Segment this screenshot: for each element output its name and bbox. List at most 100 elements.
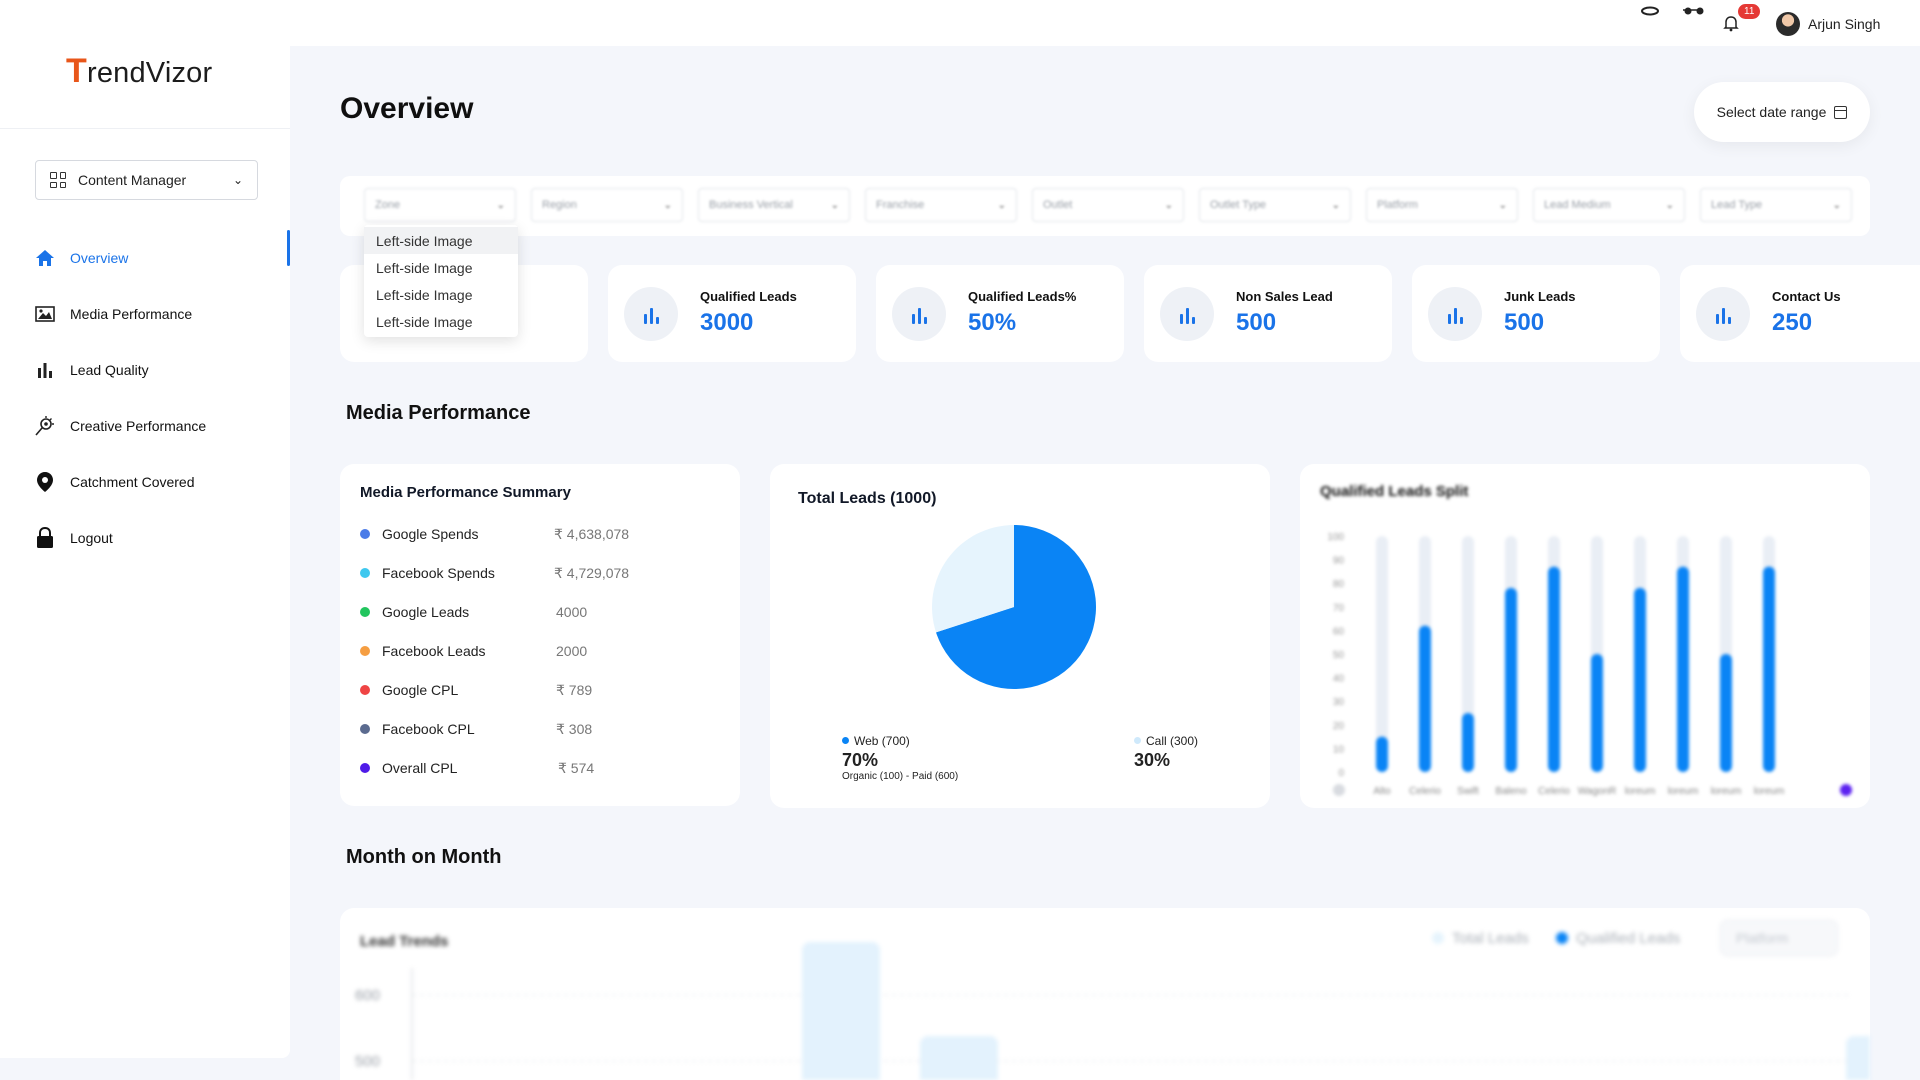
bar[interactable] <box>802 942 880 1080</box>
dropdown-option[interactable]: Left-side Image <box>364 227 518 254</box>
brand-logo[interactable]: TrendVizor <box>66 52 213 90</box>
section-title-month-on-month: Month on Month <box>346 846 502 868</box>
y-tick-label: 50 <box>1333 650 1345 661</box>
content-manager-label: Content Manager <box>78 172 187 188</box>
filter-outlet-type[interactable]: Outlet Type ⌄ <box>1199 188 1351 222</box>
filter-business-vertical[interactable]: Business Vertical ⌄ <box>698 188 850 222</box>
sidebar-nav: Overview Media Performance Lead Quality … <box>0 230 290 566</box>
bar-chart-icon <box>892 287 946 341</box>
sidebar-item-logout[interactable]: Logout <box>0 510 290 566</box>
pie-chart <box>932 525 1096 689</box>
card-title: Media Performance Summary <box>360 484 571 501</box>
legend-web-sub: Organic (100) - Paid (600) <box>842 771 959 782</box>
chevron-down-icon: ⌄ <box>997 199 1006 211</box>
summary-row: Facebook Leads 2000 <box>360 641 720 661</box>
filter-franchise[interactable]: Franchise ⌄ <box>865 188 1017 222</box>
bar[interactable] <box>1677 566 1689 772</box>
filter-label: Franchise <box>876 199 925 211</box>
sidebar-item-media-performance[interactable]: Media Performance <box>0 286 290 342</box>
stat-label: Qualified Leads% <box>968 289 1077 304</box>
pie-slice-web[interactable] <box>936 525 1096 689</box>
bar[interactable] <box>1419 625 1431 772</box>
scroll-prev-dot[interactable] <box>1333 784 1345 796</box>
filter-zone[interactable]: Zone ⌄ <box>364 188 516 222</box>
sidebar-item-overview[interactable]: Overview <box>0 230 290 286</box>
lead-trends-card: Lead Trends Total Leads Qualified Leads Pla… <box>340 908 1920 1080</box>
notification-badge: 11 <box>1738 4 1761 19</box>
filter-label: Business Vertical <box>709 199 793 211</box>
bell-icon[interactable] <box>1722 14 1740 32</box>
date-range-button[interactable]: Select date range <box>1694 82 1870 142</box>
content-manager-select[interactable]: Content Manager ⌄ <box>35 160 258 200</box>
stat-label: Qualified Leads <box>700 289 797 304</box>
card-title: Total Leads (1000) <box>798 490 937 507</box>
bar[interactable] <box>1720 654 1732 772</box>
bar-chart-icon <box>1160 287 1214 341</box>
page-title: Overview <box>340 92 474 125</box>
bar[interactable] <box>1846 1036 1920 1080</box>
bar[interactable] <box>1376 736 1388 772</box>
summary-row-value: 2000 <box>556 643 588 659</box>
glasses-icon[interactable] <box>1682 4 1706 22</box>
filter-region[interactable]: Region ⌄ <box>531 188 683 222</box>
filter-label: Zone <box>375 199 401 211</box>
pie-slice-call[interactable] <box>932 525 1014 633</box>
filter-label: Region <box>542 199 577 211</box>
bar[interactable] <box>1505 587 1517 772</box>
creative-icon <box>34 415 56 437</box>
bar-track <box>1376 536 1388 772</box>
sidebar-item-lead-quality[interactable]: Lead Quality <box>0 342 290 398</box>
filter-platform[interactable]: Platform ⌄ <box>1366 188 1518 222</box>
x-tick-label: loreum <box>1754 786 1785 797</box>
link-icon[interactable] <box>1640 4 1660 22</box>
sidebar-item-catchment-covered[interactable]: Catchment Covered <box>0 454 290 510</box>
user-name[interactable]: Arjun Singh <box>1808 16 1881 32</box>
chart-title: Lead Trends <box>360 933 448 950</box>
summary-row-value: ₹ 574 <box>558 760 595 776</box>
lock-icon <box>34 527 56 549</box>
stat-value: 250 <box>1772 309 1813 336</box>
summary-row: Overall CPL ₹ 574 <box>360 758 720 778</box>
bar[interactable] <box>920 1036 998 1080</box>
bar[interactable] <box>1634 587 1646 772</box>
legend-dot <box>360 529 370 539</box>
dropdown-option[interactable]: Left-side Image <box>376 286 473 303</box>
scroll-next-dot[interactable] <box>1840 784 1852 796</box>
legend-dot <box>360 568 370 578</box>
summary-row-value: 4000 <box>556 604 588 620</box>
bar[interactable] <box>1763 566 1775 772</box>
qualified-leads-split-chart: Qualified Leads Split 0 10 20 30 40 50 60 70 80 90… <box>1320 483 1852 797</box>
filter-lead-type[interactable]: Lead Type ⌄ <box>1700 188 1852 222</box>
filter-label: Outlet <box>1043 199 1073 211</box>
filter-lead-medium[interactable]: Lead Medium ⌄ <box>1533 188 1685 222</box>
y-tick-label: 600 <box>355 987 380 1004</box>
y-tick-label: 10 <box>1333 744 1345 755</box>
stat-value: 3000 <box>700 309 754 336</box>
stat-label: Non Sales Lead <box>1236 289 1333 304</box>
y-tick-label: 30 <box>1333 697 1345 708</box>
legend-web: Web (700) 70% Organic (100) - Paid (600) <box>842 734 958 782</box>
date-range-label: Select date range <box>1716 104 1827 120</box>
dropdown-option[interactable]: Left-side Image <box>376 259 473 276</box>
filter-label: Platform <box>1377 199 1418 211</box>
avatar[interactable] <box>1776 12 1800 36</box>
filter-bar: Zone ⌄ Region ⌄ Business Vertical ⌄ Franchi… <box>340 176 1870 236</box>
filter-outlet[interactable]: Outlet ⌄ <box>1032 188 1184 222</box>
sidebar-item-label: Overview <box>70 250 129 266</box>
zone-dropdown-menu: Left-side Image Left-side Image Left-sid… <box>364 225 518 337</box>
bar[interactable] <box>1462 713 1474 772</box>
y-tick-label: 90 <box>1333 556 1345 567</box>
qualified-leads-split-card: Qualified Leads Split 0 10 20 30 40 50 60 70 80 90… <box>1300 464 1870 808</box>
summary-row-name: Facebook Leads <box>382 643 486 659</box>
chart-title: Qualified Leads Split <box>1320 483 1468 500</box>
x-tick-label: WagonR <box>1578 786 1617 797</box>
y-tick-label: 20 <box>1333 721 1345 732</box>
y-tick-label: 40 <box>1333 674 1345 685</box>
sidebar-divider <box>0 128 290 129</box>
bar[interactable] <box>1548 566 1560 772</box>
platform-select[interactable] <box>1719 919 1839 957</box>
sidebar-item-creative-performance[interactable]: Creative Performance <box>0 398 290 454</box>
summary-row-name: Google CPL <box>382 682 459 698</box>
dropdown-option[interactable]: Left-side Image <box>376 313 473 330</box>
bar[interactable] <box>1591 654 1603 772</box>
